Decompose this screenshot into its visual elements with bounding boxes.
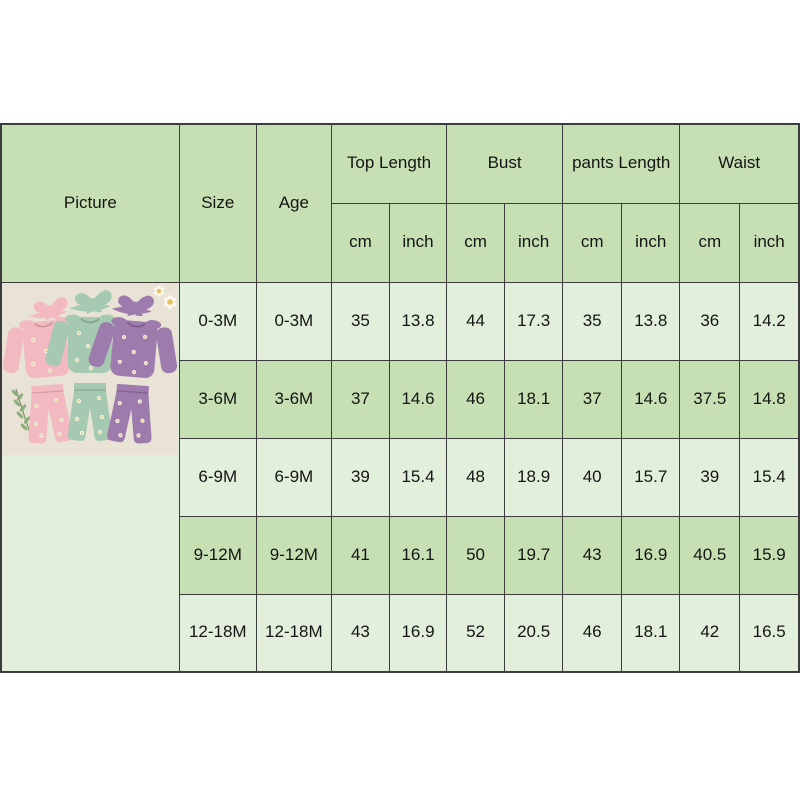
header-pants-length: pants Length xyxy=(562,123,681,204)
cell-pants-inch: 15.7 xyxy=(621,437,681,517)
table-row: 12-18M 12-18M 43 16.9 52 20.5 46 18.1 42… xyxy=(1,593,800,673)
top-purple xyxy=(85,314,178,381)
cell-size: 12-18M xyxy=(178,593,257,673)
cell-pants-cm: 40 xyxy=(562,437,623,517)
header-bust: Bust xyxy=(446,123,564,204)
cell-bust-inch: 17.3 xyxy=(504,281,564,361)
cell-bust-inch: 19.7 xyxy=(504,515,564,595)
cell-top-cm: 41 xyxy=(330,515,390,595)
cell-waist-inch: 14.2 xyxy=(739,281,800,361)
unit-pants-inch: inch xyxy=(621,202,681,283)
cell-top-cm: 35 xyxy=(330,281,390,361)
cell-top-cm: 39 xyxy=(330,437,390,517)
cell-top-inch: 13.8 xyxy=(388,281,448,361)
pants-pink xyxy=(24,382,74,444)
cell-top-cm: 37 xyxy=(330,359,390,439)
table-row: 9-12M 9-12M 41 16.1 50 19.7 43 16.9 40.5… xyxy=(1,515,800,595)
cell-waist-inch: 15.9 xyxy=(739,515,800,595)
cell-waist-inch: 15.4 xyxy=(739,437,800,517)
header-waist: Waist xyxy=(679,123,800,204)
cell-age: 3-6M xyxy=(255,359,332,439)
cell-bust-cm: 48 xyxy=(446,437,506,517)
pants-purple xyxy=(106,382,156,444)
cell-bust-inch: 18.9 xyxy=(504,437,564,517)
cell-waist-cm: 36 xyxy=(679,281,741,361)
unit-top-cm: cm xyxy=(330,202,390,283)
cell-waist-cm: 42 xyxy=(679,593,741,673)
cell-waist-inch: 14.8 xyxy=(739,359,800,439)
unit-bust-cm: cm xyxy=(446,202,506,283)
top-pink xyxy=(2,314,95,381)
cell-top-cm: 43 xyxy=(330,593,390,673)
header-unit-row: cm inch cm inch cm inch cm inch xyxy=(1,202,800,283)
product-photo xyxy=(2,282,178,455)
cell-age: 9-12M xyxy=(255,515,332,595)
cell-pants-inch: 14.6 xyxy=(621,359,681,439)
header-age: Age xyxy=(255,123,332,283)
unit-pants-cm: cm xyxy=(562,202,623,283)
cell-bust-cm: 46 xyxy=(446,359,506,439)
cell-bust-cm: 44 xyxy=(446,281,506,361)
top-green xyxy=(44,314,136,373)
cell-waist-cm: 39 xyxy=(679,437,741,517)
cell-waist-cm: 40.5 xyxy=(679,515,741,595)
cell-bust-cm: 50 xyxy=(446,515,506,595)
cell-age: 6-9M xyxy=(255,437,332,517)
cell-pants-cm: 35 xyxy=(562,281,623,361)
unit-bust-inch: inch xyxy=(504,202,564,283)
product-photo-cell xyxy=(0,281,180,673)
cell-age: 12-18M xyxy=(255,593,332,673)
unit-waist-cm: cm xyxy=(679,202,741,283)
cell-bust-inch: 18.1 xyxy=(504,359,564,439)
header-group-row: Picture Size Age Top Length Bust pants L… xyxy=(0,123,800,283)
cell-size: 6-9M xyxy=(178,437,257,517)
header-picture: Picture xyxy=(0,123,180,283)
cell-waist-inch: 16.5 xyxy=(739,593,800,673)
cell-bust-cm: 52 xyxy=(446,593,506,673)
size-chart-table: Picture Size Age Top Length Bust pants L… xyxy=(0,123,800,673)
cell-size: 9-12M xyxy=(178,515,257,595)
cell-pants-inch: 16.9 xyxy=(621,515,681,595)
cell-pants-inch: 18.1 xyxy=(621,593,681,673)
pants-green xyxy=(67,382,113,441)
cell-age: 0-3M xyxy=(255,281,332,361)
cell-pants-cm: 37 xyxy=(562,359,623,439)
cell-pants-cm: 46 xyxy=(562,593,623,673)
unit-waist-inch: inch xyxy=(739,202,800,283)
cell-top-inch: 15.4 xyxy=(388,437,448,517)
header-size: Size xyxy=(178,123,257,283)
cell-size: 3-6M xyxy=(178,359,257,439)
cell-waist-cm: 37.5 xyxy=(679,359,741,439)
cell-top-inch: 16.9 xyxy=(388,593,448,673)
cell-top-inch: 14.6 xyxy=(388,359,448,439)
cell-size: 0-3M xyxy=(178,281,257,361)
cell-pants-cm: 43 xyxy=(562,515,623,595)
unit-top-inch: inch xyxy=(388,202,448,283)
cell-bust-inch: 20.5 xyxy=(504,593,564,673)
table-row: 0-3M 0-3M 35 13.8 44 17.3 35 13.8 36 14.… xyxy=(0,281,800,673)
cell-top-inch: 16.1 xyxy=(388,515,448,595)
table-row: 6-9M 6-9M 39 15.4 48 18.9 40 15.7 39 15.… xyxy=(1,437,800,517)
header-top-length: Top Length xyxy=(330,123,448,204)
cell-pants-inch: 13.8 xyxy=(621,281,681,361)
leaf-sprig xyxy=(11,388,31,433)
